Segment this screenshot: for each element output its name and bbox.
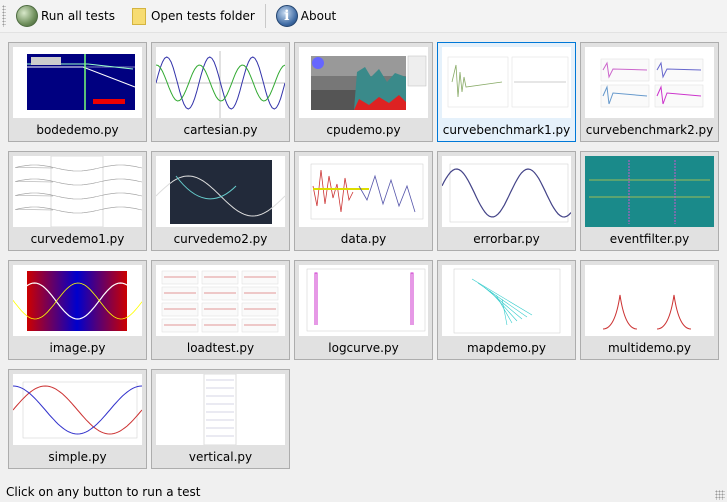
toolbar: Run all tests Open tests folder i About (0, 0, 727, 33)
open-tests-folder-button[interactable]: Open tests folder (125, 2, 259, 30)
toolbar-grip[interactable] (2, 5, 6, 27)
test-thumbnail (585, 47, 714, 118)
test-label: image.py (49, 341, 106, 355)
test-thumbnail (442, 265, 571, 336)
test-label: curvebenchmark1.py (442, 123, 571, 137)
test-label: cartesian.py (183, 123, 258, 137)
test-button-data[interactable]: data.py (294, 151, 433, 251)
test-label: loadtest.py (186, 341, 255, 355)
test-button-errorbar[interactable]: errorbar.py (437, 151, 576, 251)
status-bar-text: Click on any button to run a test (6, 485, 201, 499)
test-button-eventfilter[interactable]: eventfilter.py (580, 151, 719, 251)
test-grid: bodedemo.py cartesian.py cpudemo.py curv… (8, 42, 720, 472)
test-button-cartesian[interactable]: cartesian.py (151, 42, 290, 142)
test-label: mapdemo.py (466, 341, 546, 355)
test-button-simple[interactable]: simple.py (8, 369, 147, 469)
test-button-cpudemo[interactable]: cpudemo.py (294, 42, 433, 142)
test-thumbnail (13, 47, 142, 118)
test-thumbnail (13, 265, 142, 336)
test-thumbnail (156, 156, 285, 227)
test-button-curvedemo1[interactable]: curvedemo1.py (8, 151, 147, 251)
test-label: simple.py (48, 450, 107, 464)
test-button-bodedemo[interactable]: bodedemo.py (8, 42, 147, 142)
test-label: vertical.py (188, 450, 253, 464)
folder-icon (131, 7, 146, 25)
test-thumbnail (585, 265, 714, 336)
test-button-curvedemo2[interactable]: curvedemo2.py (151, 151, 290, 251)
about-button[interactable]: i About (272, 2, 340, 30)
run-all-tests-button[interactable]: Run all tests (12, 2, 119, 30)
test-thumbnail (442, 47, 571, 118)
run-all-tests-label: Run all tests (41, 9, 115, 23)
about-label: About (300, 9, 337, 23)
test-thumbnail (156, 374, 285, 445)
test-thumbnail (299, 156, 428, 227)
test-thumbnail (299, 265, 428, 336)
test-label: curvebenchmark2.py (585, 123, 714, 137)
test-button-multidemo[interactable]: multidemo.py (580, 260, 719, 360)
test-label: eventfilter.py (609, 232, 690, 246)
open-tests-folder-label: Open tests folder (150, 9, 255, 23)
test-button-logcurve[interactable]: logcurve.py (294, 260, 433, 360)
test-label: logcurve.py (328, 341, 399, 355)
run-icon (16, 5, 38, 27)
test-button-vertical[interactable]: vertical.py (151, 369, 290, 469)
test-thumbnail (13, 374, 142, 445)
test-thumbnail (442, 156, 571, 227)
test-thumbnail (13, 156, 142, 227)
test-label: bodedemo.py (36, 123, 119, 137)
size-grip[interactable] (715, 490, 725, 500)
test-thumbnail (299, 47, 428, 118)
test-label: curvedemo2.py (173, 232, 268, 246)
test-button-mapdemo[interactable]: mapdemo.py (437, 260, 576, 360)
test-button-curvebenchmark2[interactable]: curvebenchmark2.py (580, 42, 719, 142)
test-label: multidemo.py (607, 341, 692, 355)
test-button-image[interactable]: image.py (8, 260, 147, 360)
test-label: cpudemo.py (326, 123, 401, 137)
test-thumbnail (585, 156, 714, 227)
info-icon: i (275, 5, 298, 27)
test-button-loadtest[interactable]: loadtest.py (151, 260, 290, 360)
test-label: errorbar.py (473, 232, 540, 246)
test-label: curvedemo1.py (30, 232, 125, 246)
test-button-curvebenchmark1[interactable]: curvebenchmark1.py (437, 42, 576, 142)
toolbar-separator (264, 4, 266, 28)
test-thumbnail (156, 47, 285, 118)
test-thumbnail (156, 265, 285, 336)
test-label: data.py (340, 232, 387, 246)
